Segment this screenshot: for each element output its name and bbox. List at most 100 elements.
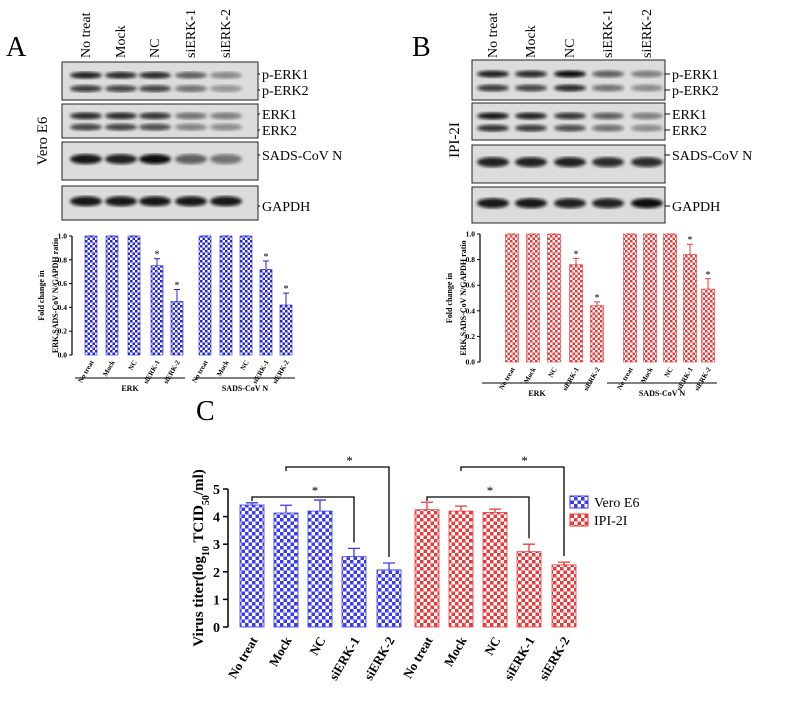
y-axis-label-part: /ml) <box>191 469 207 496</box>
y-tick-label: 0.4 <box>58 303 68 312</box>
significance-mark: * <box>688 235 693 246</box>
bar <box>551 564 577 628</box>
significance-bracket <box>251 496 355 543</box>
blot-band <box>554 84 586 92</box>
bar <box>590 305 604 363</box>
x-tick-label: siERK-2 <box>693 366 713 393</box>
blot-band <box>515 124 547 132</box>
blot-band <box>210 196 242 207</box>
blot-band <box>70 196 102 207</box>
x-tick-label: No treat <box>498 365 518 391</box>
lane-label: siERK-2 <box>640 9 655 58</box>
blot-band <box>70 112 102 120</box>
blot-label: p-ERK2 <box>262 84 309 99</box>
bar <box>341 556 367 628</box>
panel-letter: A <box>6 32 27 63</box>
error-bar <box>348 547 360 557</box>
error-bar <box>154 258 160 266</box>
y-tick-label: 1.0 <box>466 230 476 239</box>
x-tick-label: Mock <box>266 633 295 669</box>
lane-label: Mock <box>524 25 539 58</box>
x-tick-label: Mock <box>522 366 538 385</box>
blot-frame <box>61 61 259 101</box>
x-tick-label: NC <box>481 634 503 658</box>
group-label: SADS-CoV N <box>222 384 269 393</box>
panel-letter: B <box>412 32 431 63</box>
y-tick-label: 0.0 <box>466 358 476 367</box>
bar <box>547 233 561 363</box>
bar <box>623 233 637 363</box>
cell-line-label: Vero E6 <box>35 116 51 165</box>
bar <box>526 233 540 363</box>
bar <box>482 512 508 628</box>
significance-mark: * <box>155 250 160 261</box>
blot-label: p-ERK1 <box>672 68 719 83</box>
blot-band <box>105 196 137 207</box>
x-tick-label: siERK-1 <box>251 359 271 386</box>
y-axis-label-part: Virus titer(log <box>191 556 207 647</box>
blot-band <box>139 154 171 165</box>
x-tick-label: siERK-1 <box>501 634 538 683</box>
significance-mark: * <box>706 270 711 281</box>
error-bar <box>573 257 579 265</box>
error-bar <box>594 301 600 306</box>
y-tick-label: 0.6 <box>58 279 68 288</box>
blot-band <box>70 71 102 79</box>
y-tick-label: 3 <box>213 538 220 553</box>
bar <box>414 509 440 628</box>
blot-label: p-ERK1 <box>262 68 309 83</box>
error-bar <box>314 499 326 512</box>
bar <box>516 551 542 628</box>
legend-swatch <box>569 495 589 509</box>
bar <box>376 569 402 628</box>
y-axis-label-part: 50 <box>201 495 212 505</box>
x-tick-label: Mock <box>441 633 470 669</box>
blot-band <box>631 157 663 168</box>
blot-band <box>477 112 509 120</box>
blot-band <box>515 70 547 78</box>
blot-band <box>554 70 586 78</box>
bar <box>569 264 583 363</box>
x-tick-label: siERK-1 <box>326 634 363 683</box>
blot-band <box>175 112 207 120</box>
blot-band <box>105 71 137 79</box>
y-axis-label: ERK,SADS-CoV N/GAPDH ratio <box>459 240 468 355</box>
y-axis-label-part: 10 <box>201 546 212 556</box>
error-bar <box>523 543 535 552</box>
error-bar <box>263 260 269 270</box>
bar <box>279 304 293 356</box>
bar <box>219 235 233 356</box>
error-bar <box>705 278 711 290</box>
legend-label: Vero E6 <box>594 496 640 511</box>
blot-band <box>631 124 663 132</box>
group-label: SADS-CoV N <box>639 389 686 398</box>
y-tick-label: 5 <box>213 483 220 498</box>
blot-label: SADS-CoV N <box>262 149 342 164</box>
significance-bracket <box>426 496 530 539</box>
significance-bracket <box>460 466 565 557</box>
significance-mark: * <box>346 453 353 468</box>
lane-label: No treat <box>79 12 94 58</box>
x-tick-label: siERK-2 <box>271 359 291 386</box>
x-tick-label: NC <box>547 366 559 379</box>
y-tick-label: 0.2 <box>466 332 476 341</box>
blot-band <box>210 123 242 131</box>
error-bar <box>421 501 433 510</box>
blot-band <box>210 154 242 165</box>
blot-band <box>554 198 586 209</box>
significance-mark: * <box>487 483 494 498</box>
x-tick-label: Mock <box>215 359 231 378</box>
x-tick-label: No treat <box>400 633 436 681</box>
x-tick-label: No treat <box>225 633 261 681</box>
error-bar <box>246 502 258 506</box>
blot-band <box>105 112 137 120</box>
bar <box>84 235 98 356</box>
blot-label: SADS-CoV N <box>672 149 752 164</box>
x-tick-label: Mock <box>639 366 655 385</box>
blot-band <box>139 85 171 93</box>
y-tick-label: 1 <box>213 593 220 608</box>
blot-band <box>477 198 509 209</box>
y-axis-label: Fold change in <box>445 272 454 323</box>
significance-mark: * <box>574 249 579 260</box>
y-tick-label: 0.0 <box>58 351 68 360</box>
